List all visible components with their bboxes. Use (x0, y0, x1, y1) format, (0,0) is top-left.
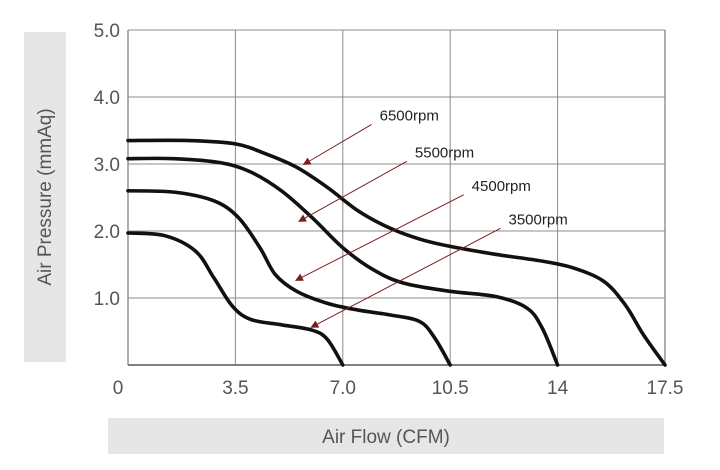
y-tick-label: 5.0 (94, 21, 120, 42)
x-tick-label: 10.5 (432, 378, 469, 399)
annotation-label: 4500rpm (472, 178, 531, 195)
tick-labels: 0 3.5 7.0 10.5 14 17.5 1.0 2.0 3.0 4.0 5.0 (94, 21, 684, 399)
xlabel-band (108, 418, 664, 454)
annotation-arrow (310, 227, 501, 328)
y-axis-title: Air Pressure (mmAq) (35, 108, 56, 285)
x-axis-title: Air Flow (CFM) (322, 427, 450, 448)
curve-3500rpm (126, 231, 345, 367)
x-tick-label: 7.0 (330, 378, 356, 399)
annotations: 6500rpm 5500rpm 4500rpm 3500rpm (294, 107, 568, 328)
annotation-arrow (298, 160, 408, 222)
curve-5500rpm (126, 156, 560, 367)
annotation-label: 5500rpm (415, 144, 474, 161)
x-tick-label: 14 (547, 378, 569, 399)
annotation-arrow (302, 124, 372, 166)
curve-4500rpm (126, 189, 452, 367)
x-tick-label: 0 (113, 378, 124, 399)
x-tick-label: 3.5 (222, 378, 248, 399)
annotation-label: 6500rpm (380, 107, 439, 124)
y-tick-label: 2.0 (94, 222, 120, 243)
curve-6500rpm (126, 138, 667, 367)
curves (126, 138, 667, 367)
ylabel-band (24, 32, 66, 362)
y-tick-label: 4.0 (94, 88, 120, 109)
y-tick-label: 1.0 (94, 289, 120, 310)
y-tick-label: 3.0 (94, 155, 120, 176)
x-tick-label: 17.5 (647, 378, 684, 399)
annotation-label: 3500rpm (509, 211, 568, 228)
grid (127, 29, 666, 366)
annotation-arrow (294, 194, 464, 281)
